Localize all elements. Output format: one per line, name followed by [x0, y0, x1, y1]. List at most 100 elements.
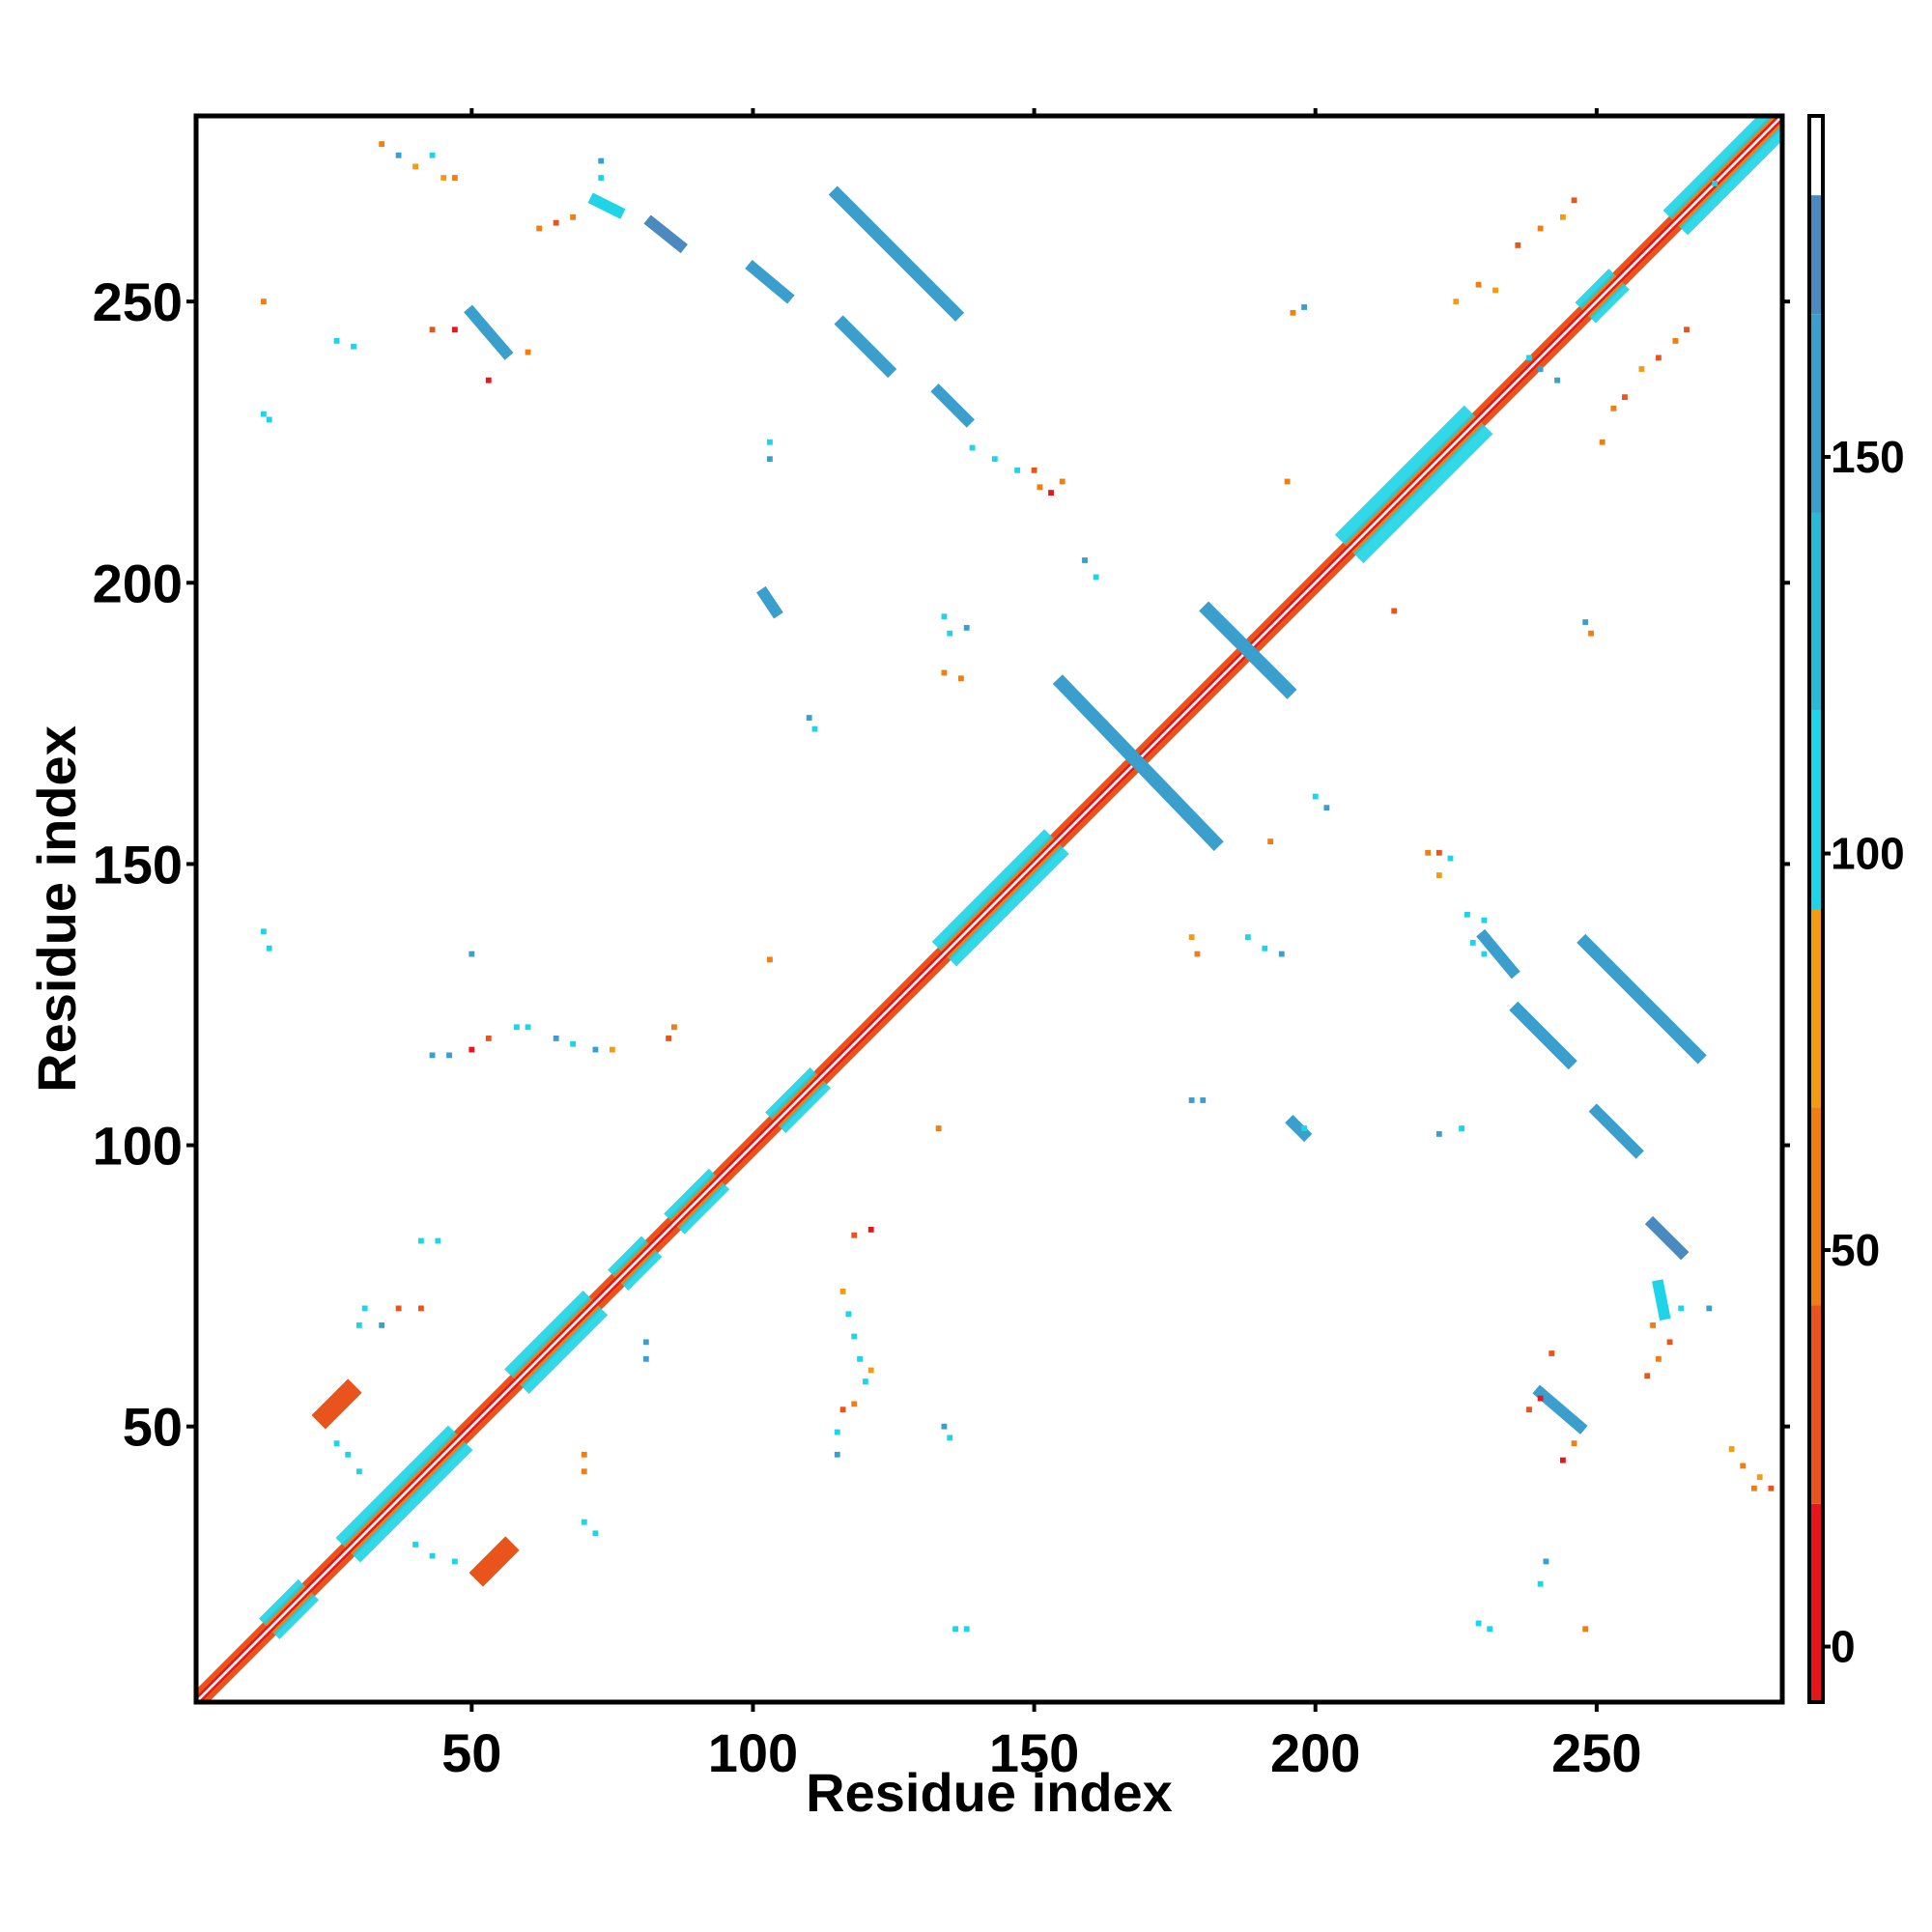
contact-cell — [260, 298, 267, 305]
contact-cell — [963, 1626, 970, 1633]
contact-cell — [867, 1367, 874, 1374]
contact-cell — [839, 1406, 846, 1413]
contact-cell — [1453, 298, 1460, 305]
strand-contact — [469, 1536, 520, 1587]
contact-cell — [963, 624, 970, 631]
colorbar-band — [1809, 314, 1823, 513]
contact-cell — [642, 1355, 649, 1362]
plot-area — [196, 116, 1782, 1702]
colorbar-band — [1809, 116, 1823, 196]
contact-cell — [1526, 355, 1532, 361]
contact-cell — [1582, 619, 1589, 625]
contact-cell — [1582, 1626, 1589, 1633]
contact-cell — [1262, 945, 1268, 952]
contact-cell — [355, 1321, 362, 1328]
contact-cell — [581, 1519, 587, 1525]
contact-cell — [1622, 394, 1628, 401]
contact-cell — [525, 349, 531, 355]
contact-cell — [412, 1542, 418, 1548]
contact-cell — [1475, 281, 1482, 288]
x-tick-label: 250 — [1551, 1722, 1641, 1783]
strand-contact — [745, 260, 795, 304]
contact-cell — [941, 613, 948, 620]
contact-cell — [435, 1237, 441, 1244]
contact-cell — [570, 213, 577, 220]
contact-cell — [1571, 1440, 1577, 1447]
contact-cell — [536, 225, 543, 232]
contact-cell — [1290, 1120, 1296, 1126]
contact-cell — [969, 444, 976, 451]
x-axis-ticks: 50 100 150 200 250 — [441, 108, 1642, 1783]
contact-cell — [1644, 1373, 1651, 1379]
y-axis-ticks: 50 100 150 200 250 — [93, 271, 1790, 1458]
contact-cell — [1599, 439, 1605, 445]
contact-cell — [1492, 287, 1498, 294]
strand-contact — [643, 214, 688, 254]
contact-cell — [935, 1125, 942, 1131]
contact-cell — [1638, 366, 1645, 372]
contact-cell — [1278, 951, 1285, 957]
colorbar: 0 50 100 150 — [1807, 114, 1905, 1704]
contact-cell — [333, 1440, 340, 1447]
contact-cell — [345, 1451, 352, 1458]
x-tick-label: 100 — [708, 1722, 798, 1783]
contact-cell — [1475, 1620, 1482, 1627]
contact-cell — [355, 1468, 362, 1475]
contact-cell — [1756, 1474, 1763, 1481]
contact-cell — [361, 1305, 368, 1312]
contact-cell — [451, 1558, 458, 1565]
colorbar-frame — [1807, 114, 1825, 1704]
contact-cell — [806, 715, 812, 721]
contact-cell — [952, 1626, 958, 1633]
contact-cell — [1666, 1339, 1673, 1346]
contact-cell — [469, 951, 475, 957]
contact-cell — [1560, 213, 1566, 220]
contact-cell — [1655, 1355, 1662, 1362]
contact-cell — [469, 1046, 475, 1053]
contact-cell — [1537, 366, 1544, 372]
contact-cell — [941, 1423, 948, 1430]
strand-contact — [1532, 1384, 1588, 1435]
contact-cell — [266, 945, 272, 952]
contact-cell — [947, 630, 953, 637]
contact-cell — [991, 456, 998, 463]
strand-contact — [828, 185, 965, 322]
contact-cell — [1706, 1305, 1713, 1312]
contact-cell — [642, 1339, 649, 1346]
contact-cell — [1750, 1485, 1757, 1492]
contact-cell — [1712, 180, 1719, 186]
contact-cell — [570, 1040, 577, 1047]
strand-contact — [587, 192, 626, 219]
contact-cell — [417, 1237, 424, 1244]
contact-cell — [429, 1052, 436, 1059]
y-tick-label: 150 — [93, 834, 183, 895]
contact-cell — [1678, 1305, 1685, 1312]
contact-cell — [811, 725, 818, 732]
contact-cell — [1548, 1350, 1555, 1356]
contact-cell — [1037, 484, 1043, 491]
contact-cell — [451, 175, 458, 181]
diagonal-self — [196, 116, 1782, 1702]
colorbar-band — [1809, 1305, 1823, 1504]
colorbar-tick-label: 50 — [1831, 1225, 1880, 1275]
colorbar-band — [1809, 710, 1823, 909]
contact-cell — [1537, 225, 1544, 232]
contact-cell — [957, 675, 964, 682]
contact-cell — [440, 175, 447, 181]
contact-cell — [767, 439, 773, 445]
strand-contact — [1476, 928, 1520, 980]
strand-contact — [756, 585, 783, 619]
contact-cell — [1684, 327, 1690, 333]
contact-cell — [266, 416, 272, 423]
contact-cell — [941, 669, 948, 676]
contact-cell — [553, 1036, 559, 1041]
contact-cell — [598, 157, 605, 164]
contact-cell — [1487, 1626, 1493, 1633]
contact-cell — [429, 327, 436, 333]
y-axis-title: Residue index — [26, 725, 87, 1093]
contact-cell — [446, 1052, 452, 1059]
contact-cell — [485, 377, 492, 384]
contact-cell — [260, 928, 267, 935]
contact-cell — [1655, 355, 1662, 361]
contact-cell — [592, 1530, 599, 1537]
